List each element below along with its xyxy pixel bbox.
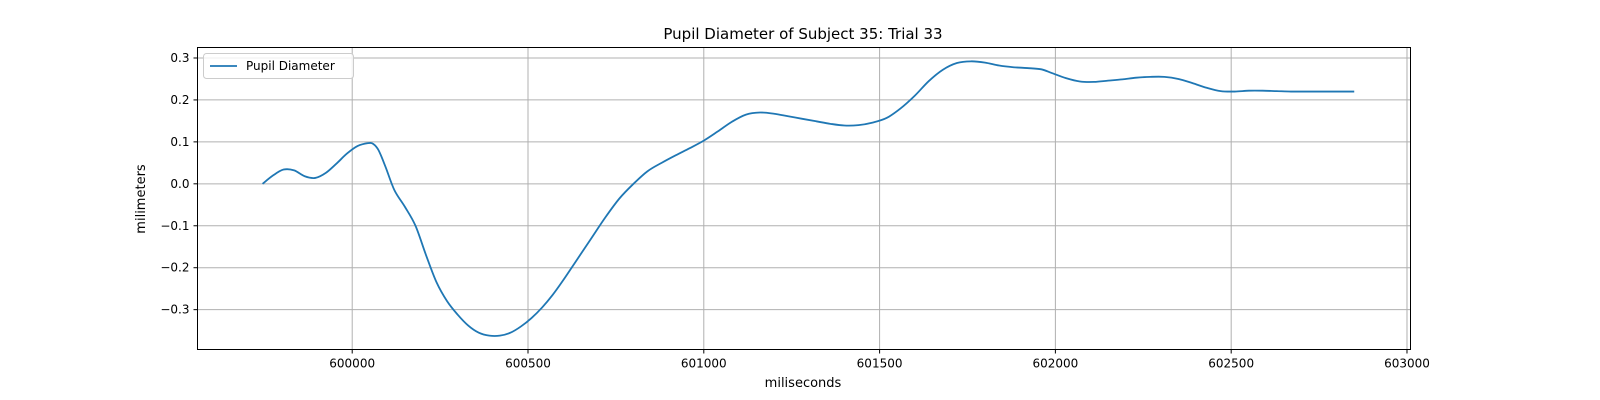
y-axis-label: milimeters <box>134 164 149 234</box>
x-tick-label: 603000 <box>1384 357 1430 371</box>
y-tick-label: −0.1 <box>160 219 189 233</box>
x-tick-label: 600500 <box>505 357 551 371</box>
x-tick-label: 601500 <box>857 357 903 371</box>
x-tick-label: 601000 <box>681 357 727 371</box>
y-tick-label: 0.3 <box>170 51 189 65</box>
legend-box <box>203 53 354 79</box>
chart-title: Pupil Diameter of Subject 35: Trial 33 <box>663 25 942 43</box>
y-tick-label: 0.1 <box>170 135 189 149</box>
grid-lines <box>197 47 1411 350</box>
legend-label: Pupil Diameter <box>246 59 335 73</box>
legend: Pupil Diameter <box>203 53 354 79</box>
y-axis-ticks: −0.3 −0.2 −0.1 0.0 0.1 0.2 0.3 <box>160 51 198 317</box>
x-tick-label: 602000 <box>1032 357 1078 371</box>
x-tick-label: 602500 <box>1208 357 1254 371</box>
y-tick-label: −0.2 <box>160 261 189 275</box>
y-tick-label: 0.2 <box>170 93 189 107</box>
x-tick-label: 600000 <box>329 357 375 371</box>
y-tick-label: 0.0 <box>170 177 189 191</box>
series-line-pupil-diameter <box>261 60 1355 337</box>
x-axis-label: miliseconds <box>765 376 842 391</box>
x-axis-ticks: 600000 600500 601000 601500 602000 602500 6030… <box>329 349 1430 371</box>
plot-frame <box>197 47 1411 350</box>
y-tick-label: −0.3 <box>160 303 189 317</box>
